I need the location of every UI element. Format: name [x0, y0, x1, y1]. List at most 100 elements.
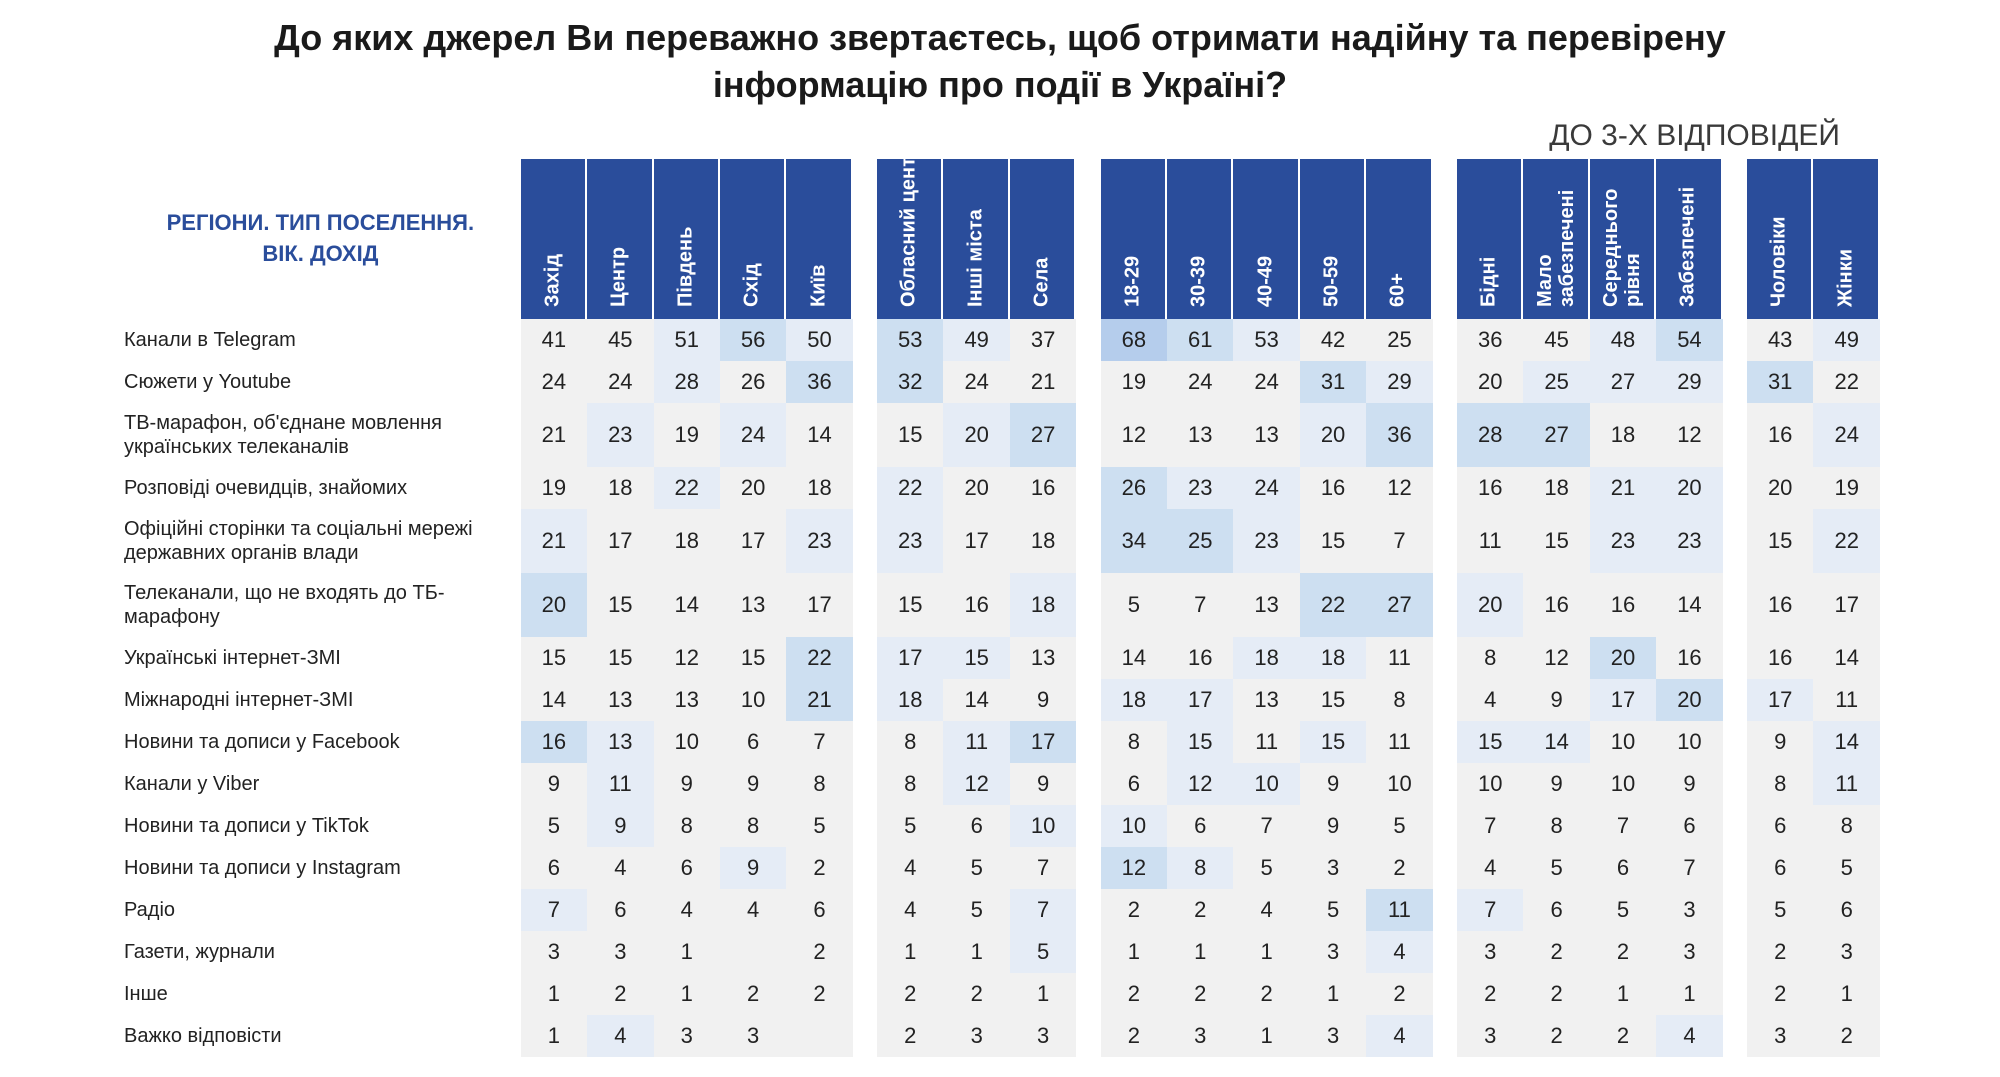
cell: 14 [786, 403, 852, 467]
cell: 18 [1523, 467, 1589, 509]
cell: 15 [1747, 509, 1813, 573]
survey-table: РЕГІОНИ. ТИП ПОСЕЛЕННЯ.ВІК. ДОХІДЗахідЦе… [120, 159, 1880, 1057]
table-row: Телеканали, що не входять до ТБ-марафону… [120, 573, 1880, 637]
cell: 13 [1233, 403, 1299, 467]
cell: 15 [1167, 721, 1233, 763]
row-label: Новини та дописи у Instagram [120, 847, 521, 889]
group-gap [853, 361, 877, 403]
cell: 4 [1366, 931, 1432, 973]
group-gap [1723, 889, 1747, 931]
cell: 17 [786, 573, 852, 637]
col-header-label: 30-39 [1188, 255, 1211, 306]
cell: 24 [720, 403, 786, 467]
cell: 9 [1300, 805, 1366, 847]
title-line-2: інформацію про події в Україні? [713, 64, 1287, 105]
cell: 3 [654, 1015, 720, 1057]
cell: 12 [1366, 467, 1432, 509]
cell: 32 [877, 361, 943, 403]
col-header-label: 18-29 [1121, 255, 1144, 306]
cell: 24 [1233, 467, 1299, 509]
cell: 20 [1300, 403, 1366, 467]
col-header-label: Інші міста [964, 209, 987, 307]
cell: 61 [1167, 319, 1233, 361]
cell: 4 [1366, 1015, 1432, 1057]
cell: 2 [1366, 847, 1432, 889]
cell: 18 [654, 509, 720, 573]
cell: 18 [1300, 637, 1366, 679]
cell: 8 [786, 763, 852, 805]
row-label: Канали в Telegram [120, 319, 521, 361]
col-header-label: Бідні [1478, 256, 1501, 306]
cell: 15 [720, 637, 786, 679]
cell: 37 [1010, 319, 1076, 361]
cell: 4 [1457, 679, 1523, 721]
cell: 15 [1523, 509, 1589, 573]
cell: 6 [1523, 889, 1589, 931]
cell: 24 [587, 361, 653, 403]
col-header: 50-59 [1300, 159, 1366, 319]
cell: 22 [877, 467, 943, 509]
cell: 2 [1101, 1015, 1167, 1057]
col-header-label: 50-59 [1321, 255, 1344, 306]
cell: 2 [1523, 973, 1589, 1015]
cell: 1 [1656, 973, 1722, 1015]
cell: 2 [1747, 931, 1813, 973]
col-header-label: 60+ [1387, 273, 1410, 307]
row-label: Канали у Viber [120, 763, 521, 805]
cell: 8 [1523, 805, 1589, 847]
group-gap [853, 319, 877, 361]
cell: 17 [943, 509, 1009, 573]
cell: 5 [1590, 889, 1656, 931]
cell: 1 [1101, 931, 1167, 973]
cell: 27 [1590, 361, 1656, 403]
table-row: Газети, журнали331211511134322323 [120, 931, 1880, 973]
cell: 6 [521, 847, 587, 889]
group-gap [1723, 763, 1747, 805]
cell: 24 [943, 361, 1009, 403]
cell: 1 [1010, 973, 1076, 1015]
cell: 45 [1523, 319, 1589, 361]
cell: 27 [1523, 403, 1589, 467]
cell: 11 [1813, 763, 1880, 805]
table-row: Міжнародні інтернет-ЗМІ14131310211814918… [120, 679, 1880, 721]
cell: 9 [654, 763, 720, 805]
group-gap [1723, 319, 1747, 361]
cell: 8 [720, 805, 786, 847]
cell: 18 [1010, 573, 1076, 637]
cell: 4 [877, 847, 943, 889]
cell: 17 [877, 637, 943, 679]
cell: 16 [521, 721, 587, 763]
cell: 7 [1366, 509, 1432, 573]
cell: 4 [654, 889, 720, 931]
group-gap [1433, 847, 1457, 889]
group-gap [1433, 679, 1457, 721]
table-body: Канали в Telegram41455156505349376861534… [120, 319, 1880, 1057]
cell: 1 [877, 931, 943, 973]
cell: 24 [1233, 361, 1299, 403]
cell: 7 [1167, 573, 1233, 637]
cell: 16 [1523, 573, 1589, 637]
cell: 4 [1233, 889, 1299, 931]
row-label: Міжнародні інтернет-ЗМІ [120, 679, 521, 721]
group-gap [1433, 763, 1457, 805]
corner-header: РЕГІОНИ. ТИП ПОСЕЛЕННЯ.ВІК. ДОХІД [120, 159, 521, 319]
cell: 3 [720, 1015, 786, 1057]
cell: 3 [587, 931, 653, 973]
cell: 15 [877, 403, 943, 467]
cell: 14 [943, 679, 1009, 721]
cell: 22 [786, 637, 852, 679]
cell: 53 [1233, 319, 1299, 361]
cell: 6 [1747, 805, 1813, 847]
cell: 15 [1300, 721, 1366, 763]
corner-line-2: ВІК. ДОХІД [262, 241, 378, 266]
col-header-label: Схід [741, 263, 764, 307]
row-label: Телеканали, що не входять до ТБ-марафону [120, 573, 521, 637]
group-gap [1076, 721, 1100, 763]
cell: 5 [1747, 889, 1813, 931]
row-label: Інше [120, 973, 521, 1015]
cell: 17 [1167, 679, 1233, 721]
group-gap [1723, 573, 1747, 637]
cell: 34 [1101, 509, 1167, 573]
group-gap [1076, 637, 1100, 679]
cell: 29 [1656, 361, 1722, 403]
